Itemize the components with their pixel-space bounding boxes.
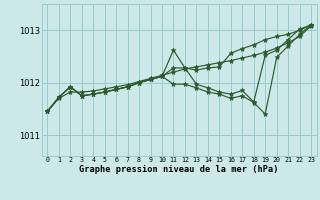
X-axis label: Graphe pression niveau de la mer (hPa): Graphe pression niveau de la mer (hPa) xyxy=(79,165,279,174)
